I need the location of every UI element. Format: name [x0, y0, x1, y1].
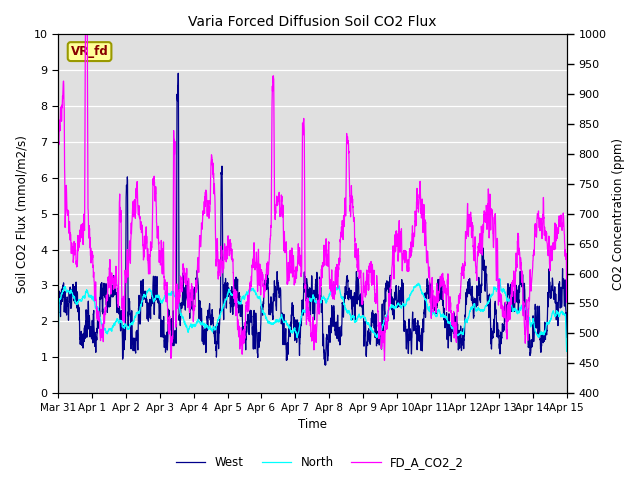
Line: North: North	[58, 278, 566, 351]
X-axis label: Time: Time	[298, 419, 327, 432]
Text: VR_fd: VR_fd	[70, 45, 108, 58]
Legend: West, North, FD_A_CO2_2: West, North, FD_A_CO2_2	[171, 452, 469, 474]
Line: FD_A_CO2_2: FD_A_CO2_2	[58, 35, 566, 360]
Y-axis label: CO2 Concentration (ppm): CO2 Concentration (ppm)	[612, 138, 625, 290]
Line: West: West	[58, 73, 566, 365]
Title: Varia Forced Diffusion Soil CO2 Flux: Varia Forced Diffusion Soil CO2 Flux	[188, 15, 436, 29]
Y-axis label: Soil CO2 Flux (mmol/m2/s): Soil CO2 Flux (mmol/m2/s)	[15, 135, 28, 293]
